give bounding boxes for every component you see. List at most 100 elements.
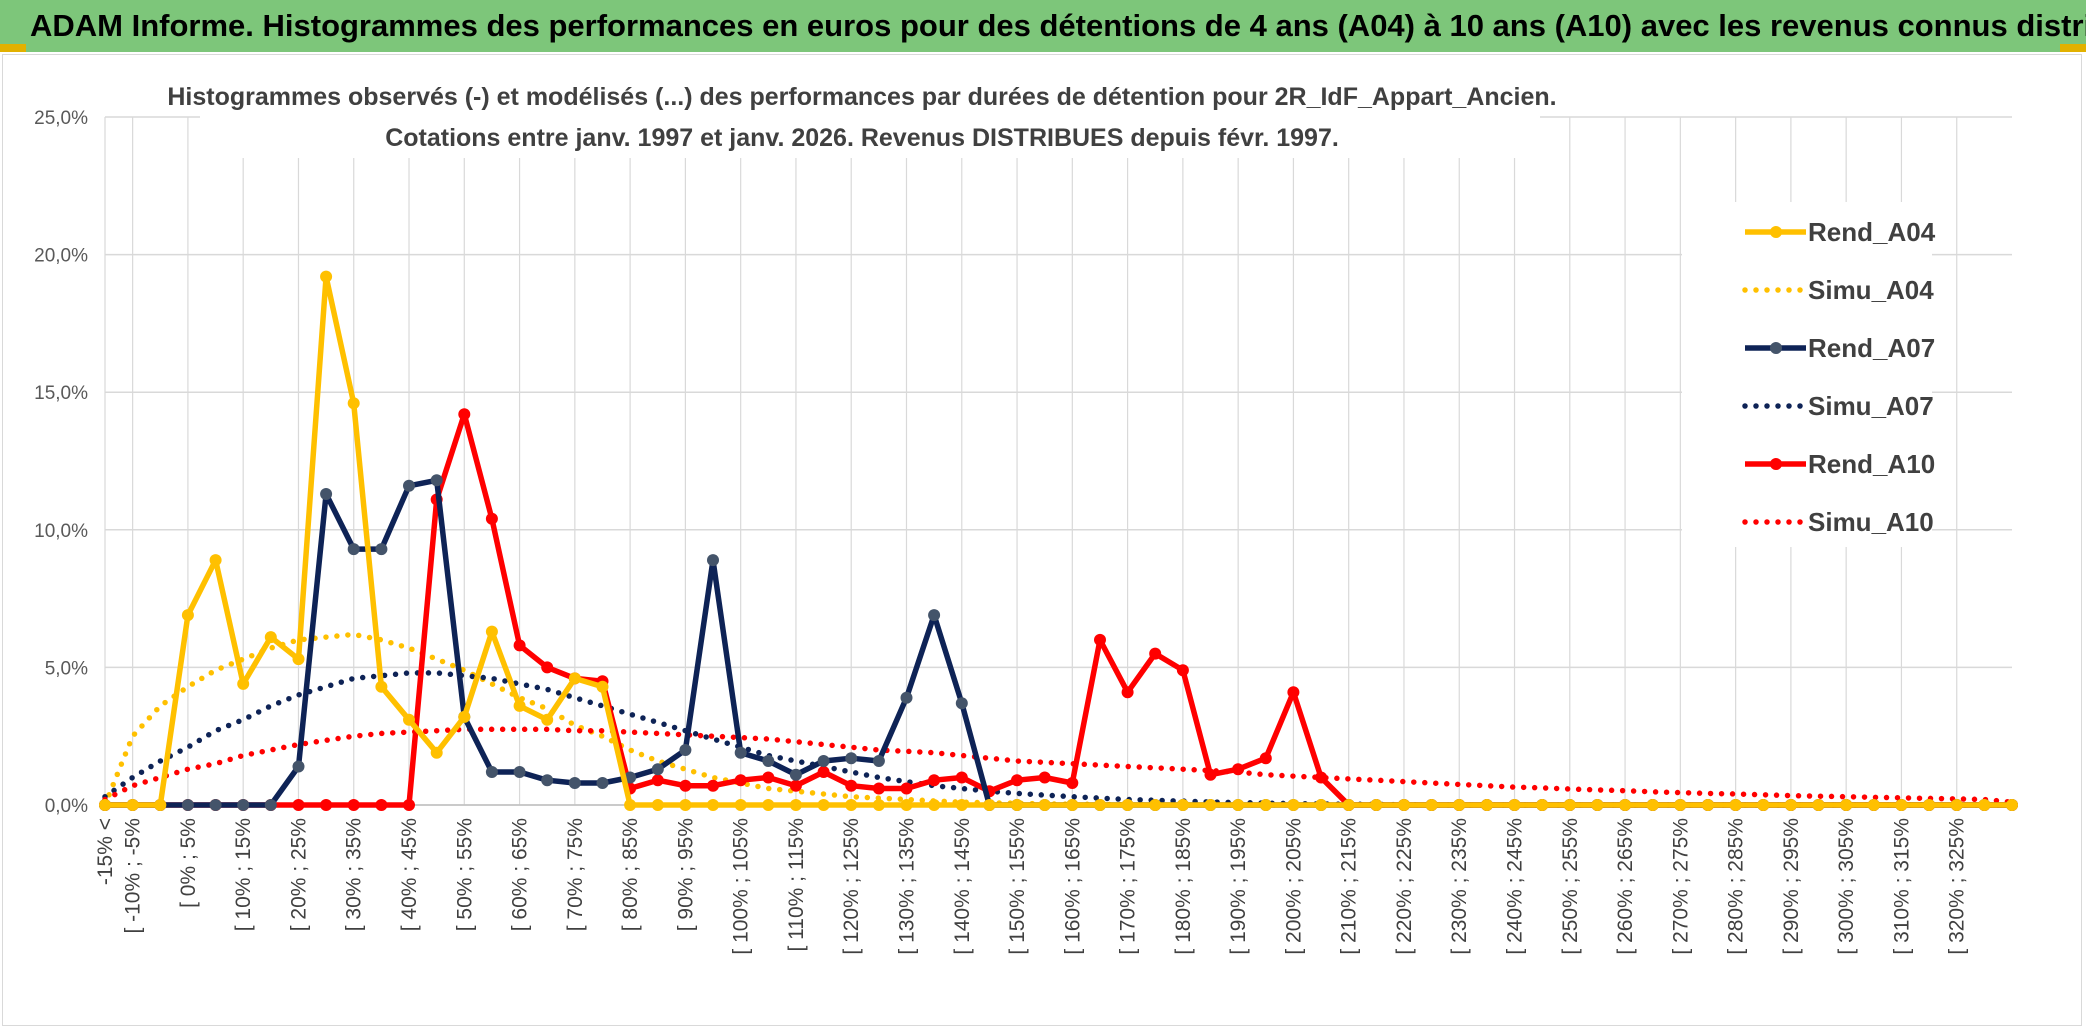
x-tick-label: [ 150% ; 155% bbox=[1006, 818, 1029, 955]
chart-title-background bbox=[200, 78, 1540, 158]
x-tick-label: [ 60% ; 65% bbox=[509, 818, 532, 931]
x-tick-label: [ 320% ; 325% bbox=[1946, 818, 1969, 955]
data-point-Rend_A10 bbox=[1149, 647, 1162, 660]
x-tick-label: [ 270% ; 275% bbox=[1669, 818, 1692, 955]
legend-label-Rend_A04: Rend_A04 bbox=[1808, 217, 1936, 247]
data-point-Rend_A04 bbox=[734, 799, 747, 811]
data-point-Rend_A04 bbox=[1121, 799, 1134, 811]
data-point-Rend_A04 bbox=[458, 710, 471, 723]
data-point-Rend_A04 bbox=[872, 799, 885, 811]
data-point-Rend_A04 bbox=[1259, 799, 1272, 811]
series-line-Simu_A07 bbox=[102, 670, 2015, 808]
data-point-Rend_A04 bbox=[1757, 799, 1770, 811]
data-point-Rend_A10 bbox=[872, 782, 885, 795]
data-point-Rend_A04 bbox=[707, 799, 719, 811]
legend-marker-Rend_A10 bbox=[1770, 458, 1782, 470]
x-tick-label: [ 30% ; 35% bbox=[343, 818, 366, 931]
data-point-Rend_A10 bbox=[1038, 771, 1051, 784]
data-point-Rend_A04 bbox=[1480, 799, 1493, 811]
data-point-Rend_A04 bbox=[1038, 799, 1051, 811]
legend-label-Simu_A10: Simu_A10 bbox=[1808, 507, 1934, 537]
data-point-Rend_A10 bbox=[1232, 763, 1245, 776]
data-point-Rend_A10 bbox=[845, 779, 858, 792]
legend-label-Simu_A07: Simu_A07 bbox=[1808, 391, 1934, 421]
data-point-Rend_A04 bbox=[1342, 799, 1355, 811]
x-tick-label: [ 20% ; 25% bbox=[287, 818, 310, 931]
x-tick-label: [ 290% ; 295% bbox=[1780, 818, 1803, 955]
data-point-Rend_A04 bbox=[1729, 799, 1742, 811]
data-point-Rend_A10 bbox=[928, 774, 941, 787]
data-point-Rend_A10 bbox=[955, 771, 968, 784]
data-point-Rend_A04 bbox=[403, 713, 415, 726]
data-point-Rend_A10 bbox=[789, 779, 802, 792]
page-title: ADAM Informe. Histogrammes des performan… bbox=[0, 0, 2086, 52]
data-point-Rend_A04 bbox=[1840, 799, 1853, 811]
data-point-Rend_A07 bbox=[375, 543, 388, 556]
data-point-Rend_A07 bbox=[845, 752, 858, 765]
data-point-Rend_A04 bbox=[789, 799, 802, 811]
data-point-Rend_A10 bbox=[1315, 771, 1328, 784]
data-point-Rend_A07 bbox=[928, 609, 941, 622]
x-tick-label: [ 180% ; 185% bbox=[1172, 818, 1195, 955]
x-tick-label: [ 280% ; 285% bbox=[1725, 818, 1748, 955]
data-point-Rend_A07 bbox=[541, 774, 554, 787]
x-tick-label: -15% < bbox=[94, 818, 117, 885]
data-point-Rend_A04 bbox=[1011, 799, 1023, 811]
x-tick-label: [ 110% ; 115% bbox=[785, 818, 808, 951]
data-point-Rend_A07 bbox=[320, 488, 333, 500]
data-point-Rend_A07 bbox=[872, 755, 885, 767]
data-point-Rend_A07 bbox=[264, 799, 277, 811]
x-tick-label: [ 70% ; 75% bbox=[564, 818, 587, 931]
data-point-Rend_A10 bbox=[762, 771, 775, 784]
data-point-Rend_A10 bbox=[403, 799, 415, 811]
banner-corner-right bbox=[2060, 44, 2086, 52]
data-point-Rend_A10 bbox=[1066, 777, 1079, 789]
data-point-Rend_A10 bbox=[707, 779, 719, 792]
data-point-Rend_A04 bbox=[430, 746, 443, 759]
y-tick-label: 10,0% bbox=[34, 521, 88, 542]
data-point-Rend_A04 bbox=[1784, 799, 1797, 811]
data-point-Rend_A04 bbox=[1204, 799, 1217, 811]
chart-title-line-1: Histogrammes observés (-) et modélisés (… bbox=[167, 83, 1556, 111]
data-point-Rend_A04 bbox=[845, 799, 858, 811]
data-point-Rend_A04 bbox=[624, 799, 637, 811]
data-point-Rend_A04 bbox=[983, 799, 996, 811]
data-point-Rend_A10 bbox=[1259, 752, 1272, 765]
legend-label-Rend_A07: Rend_A07 bbox=[1808, 333, 1935, 363]
data-point-Rend_A04 bbox=[1978, 799, 1991, 811]
banner-corner-left bbox=[0, 44, 26, 52]
x-axis: -15% <[ -10% ; -5% [ 0% ; 5% [ 10% ; 15% [ … bbox=[94, 804, 2012, 955]
data-point-Rend_A04 bbox=[320, 270, 333, 283]
data-point-Rend_A07 bbox=[568, 777, 581, 789]
data-point-Rend_A04 bbox=[485, 625, 498, 638]
data-point-Rend_A07 bbox=[679, 744, 692, 756]
data-point-Rend_A04 bbox=[762, 799, 775, 811]
data-point-Rend_A10 bbox=[1287, 686, 1300, 699]
x-tick-label: [ 190% ; 195% bbox=[1227, 818, 1250, 955]
data-point-Rend_A04 bbox=[1149, 799, 1162, 811]
data-point-Rend_A04 bbox=[900, 799, 913, 811]
x-tick-label: [ 0% ; 5% bbox=[177, 818, 200, 908]
series-line-Simu_A10 bbox=[102, 726, 2015, 805]
data-point-Rend_A04 bbox=[1591, 799, 1604, 811]
data-point-Rend_A04 bbox=[817, 799, 830, 811]
data-point-Rend_A07 bbox=[707, 554, 719, 567]
data-point-Rend_A10 bbox=[1121, 686, 1134, 699]
x-tick-label: [ 160% ; 165% bbox=[1061, 818, 1084, 955]
legend-label-Rend_A10: Rend_A10 bbox=[1808, 449, 1935, 479]
data-point-Rend_A07 bbox=[181, 799, 194, 811]
data-point-Rend_A04 bbox=[209, 554, 222, 567]
data-point-Rend_A04 bbox=[1674, 799, 1687, 811]
legend: Rend_A04 Simu_A04 Rend_A07 Simu_A07 Rend_A10… bbox=[1682, 202, 1936, 547]
data-point-Rend_A10 bbox=[458, 408, 471, 421]
x-tick-label: [ 220% ; 225% bbox=[1393, 818, 1416, 955]
x-tick-label: [ 230% ; 235% bbox=[1448, 818, 1471, 955]
data-point-Rend_A10 bbox=[375, 799, 388, 811]
y-tick-label: 15,0% bbox=[34, 383, 88, 404]
x-tick-label: [ 260% ; 265% bbox=[1614, 818, 1637, 955]
data-point-Rend_A10 bbox=[900, 782, 913, 795]
data-point-Rend_A04 bbox=[1923, 799, 1936, 811]
data-point-Rend_A04 bbox=[1370, 799, 1383, 811]
x-tick-label: [ 300% ; 305% bbox=[1835, 818, 1858, 955]
x-tick-label: [ 90% ; 95% bbox=[674, 818, 697, 931]
